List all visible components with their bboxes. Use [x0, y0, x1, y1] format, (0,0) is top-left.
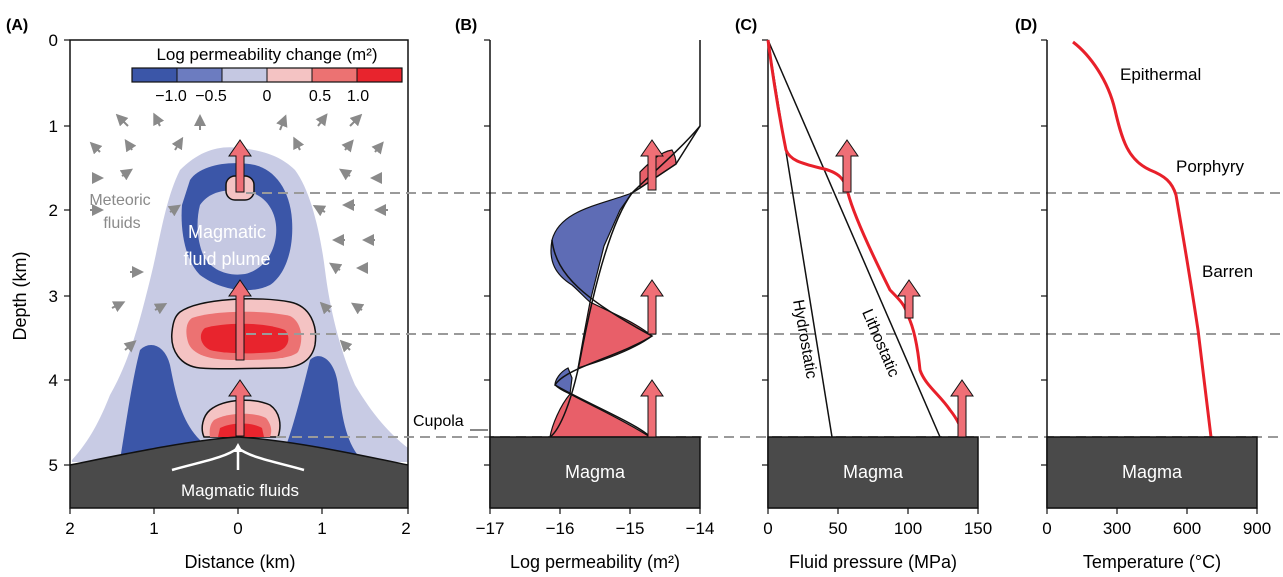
panel-c: (C) Magma Hydrostatic Lithostatic 0 50 1… — [735, 17, 992, 572]
y-tick-label: 3 — [49, 287, 58, 306]
lithostatic-line — [767, 39, 941, 438]
hydrostatic-label: Hydrostatic — [789, 298, 820, 380]
panel-b-letter: (B) — [455, 17, 477, 34]
x-axis-label: Temperature (°C) — [1083, 552, 1221, 572]
lower-blue-left — [120, 345, 200, 460]
anomaly-middle-hot — [200, 323, 289, 354]
y-tick-label: 0 — [49, 31, 58, 50]
epithermal-label: Epithermal — [1120, 65, 1201, 84]
perm-blue-upper — [550, 191, 634, 304]
panel-d: (D) Magma Epithermal Porphyry Barren 0 3… — [1015, 17, 1271, 572]
panel-b: (B) Magma −17 −16 −15 — [455, 17, 714, 572]
up-arrows-a — [228, 139, 252, 437]
x-tick-label: 0 — [233, 519, 242, 538]
x-tick-label: 2 — [65, 519, 74, 538]
up-arrows-b — [640, 139, 664, 438]
perm-red-lower — [549, 393, 653, 438]
perm-curve — [551, 40, 701, 438]
y-tick-label: 4 — [49, 371, 58, 390]
x-tick-label: −15 — [616, 519, 645, 538]
x-tick-label: 0 — [1042, 519, 1051, 538]
y-tick-label: 5 — [49, 456, 58, 475]
perm-background-trend — [549, 125, 701, 438]
plume-inner-light — [197, 190, 277, 275]
x-tick-label: 50 — [829, 519, 848, 538]
y-tick-label: 2 — [49, 201, 58, 220]
panel-a: Log permeability change (m²) −1.0 −0.5 0… — [6, 17, 488, 572]
x-tick-label: 0 — [763, 519, 772, 538]
x-axis-label: Distance (km) — [184, 552, 295, 572]
temperature-curve — [1072, 40, 1213, 438]
panel-d-letter: (D) — [1015, 17, 1037, 34]
meteoric-label: Meteoric — [89, 192, 150, 209]
panel-c-letter: (C) — [735, 17, 757, 34]
lower-blue-right — [280, 356, 360, 460]
colorbar-title: Log permeability change (m²) — [156, 45, 377, 64]
panel-a-letter: (A) — [6, 17, 28, 34]
x-tick-label: 300 — [1103, 519, 1131, 538]
x-tick-label: 2 — [401, 519, 410, 538]
colorbar-tick: −1.0 — [155, 88, 187, 105]
colorbar-tick: 1.0 — [347, 88, 369, 105]
x-tick-label: −16 — [546, 519, 575, 538]
y-axis-label: Depth (km) — [10, 251, 30, 340]
plume-label: Magmatic — [188, 222, 266, 242]
magma-body-b — [489, 436, 701, 509]
magma-body-c — [767, 436, 979, 509]
magma-label: Magma — [1122, 462, 1183, 482]
plume-label: fluid plume — [183, 249, 270, 269]
x-tick-label: 1 — [317, 519, 326, 538]
y-tick-label: 1 — [49, 117, 58, 136]
meteoric-label: fluids — [103, 215, 140, 232]
x-tick-label: −17 — [476, 519, 505, 538]
x-tick-label: 100 — [894, 519, 922, 538]
magma-label: Magma — [565, 462, 626, 482]
lithostatic-label: Lithostatic — [858, 307, 902, 380]
magma-body-d — [1046, 436, 1258, 509]
x-tick-label: 600 — [1173, 519, 1201, 538]
porphyry-label: Porphyry — [1176, 157, 1245, 176]
x-tick-label: −14 — [686, 519, 715, 538]
colorbar-tick: −0.5 — [195, 88, 227, 105]
x-tick-label: 150 — [964, 519, 992, 538]
meteoric-flow-arrows — [89, 112, 388, 353]
magma-label: Magma — [843, 462, 904, 482]
x-axis-label: Fluid pressure (MPa) — [789, 552, 957, 572]
colorbar: Log permeability change (m²) −1.0 −0.5 0… — [131, 45, 403, 105]
colorbar-tick: 0.5 — [309, 88, 331, 105]
x-tick-label: 900 — [1243, 519, 1271, 538]
barren-label: Barren — [1202, 262, 1253, 281]
magma-body-a — [70, 437, 408, 508]
x-tick-label: 1 — [149, 519, 158, 538]
fluid-pressure-curve — [766, 39, 965, 438]
cupola-label: Cupola — [413, 413, 464, 430]
magmatic-fluids-label: Magmatic fluids — [181, 481, 299, 500]
x-axis-label: Log permeability (m²) — [510, 552, 680, 572]
colorbar-tick: 0 — [263, 88, 272, 105]
up-arrows-c — [835, 139, 974, 438]
